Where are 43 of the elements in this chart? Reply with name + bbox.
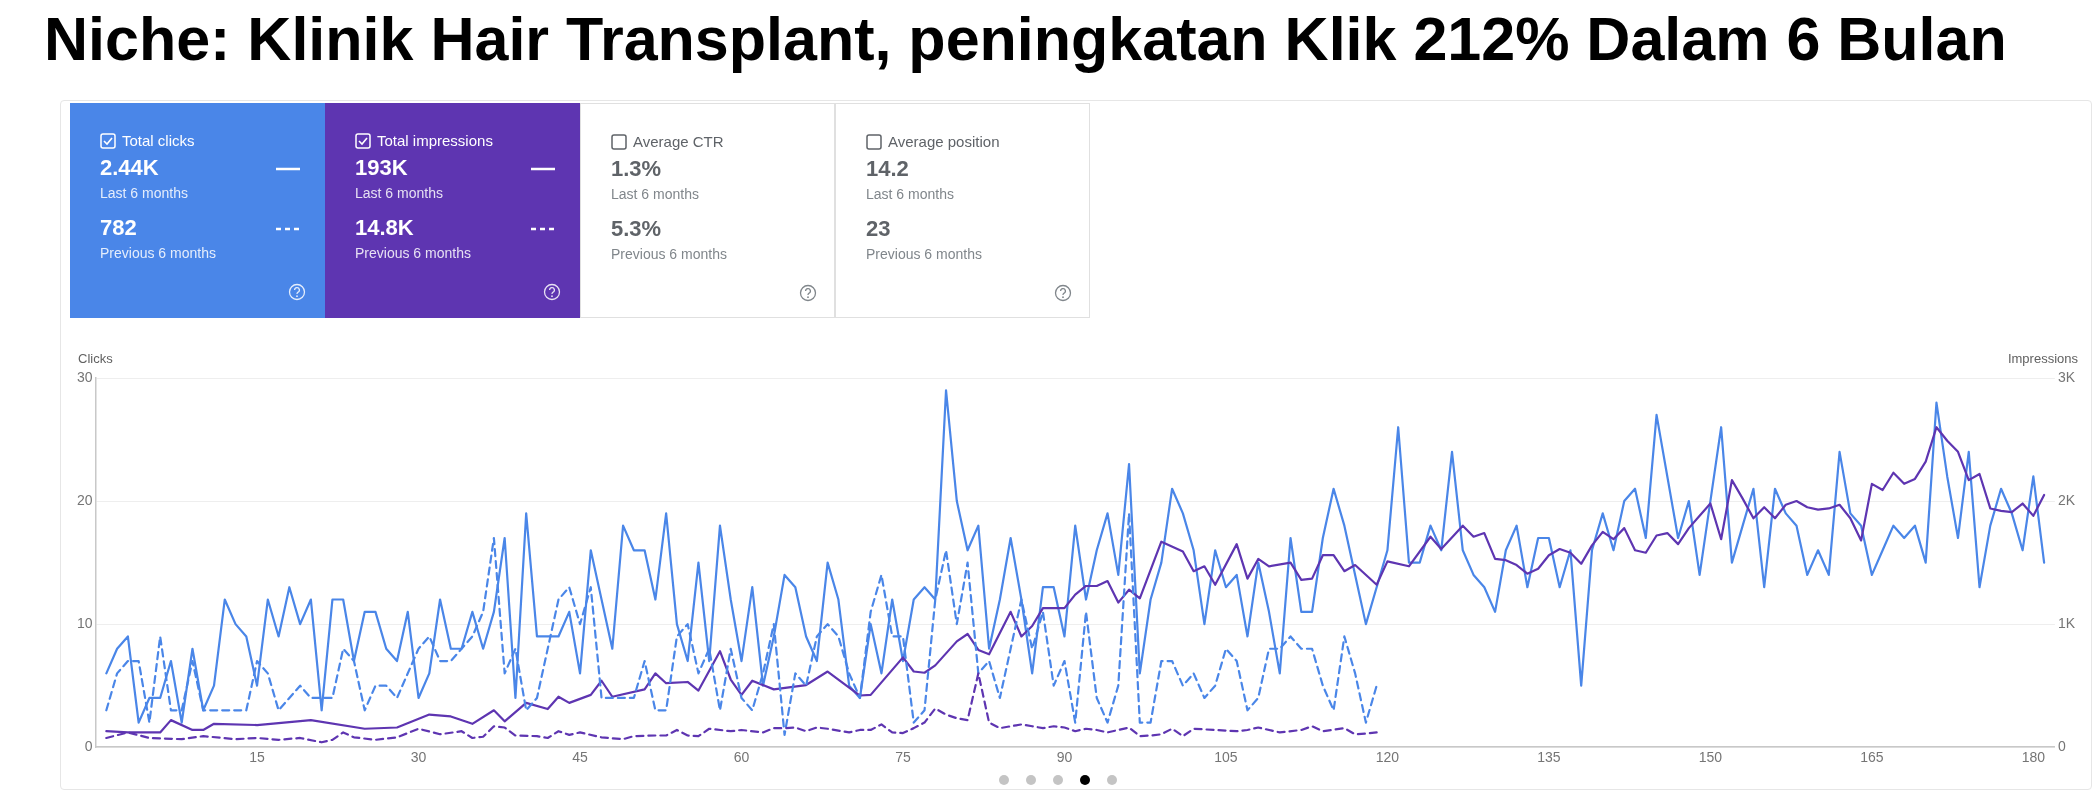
- text: Last 6 months: [866, 186, 954, 202]
- text: Previous 6 months: [355, 245, 471, 261]
- y-axis-title: Clicks: [78, 351, 114, 367]
- text: 5.3%: [611, 216, 662, 242]
- x-tick-label: 135: [1537, 749, 1561, 766]
- text: 1.3%: [611, 156, 662, 182]
- y2-tick-label: 0: [2057, 738, 2066, 755]
- x-tick-label: 45: [572, 749, 589, 766]
- text: Previous 6 months: [866, 246, 982, 262]
- text: Last 6 months: [355, 185, 443, 201]
- x-tick-label: 150: [1698, 749, 1723, 766]
- category-label: Average CTR: [633, 133, 724, 150]
- y-tick-label: 10: [76, 614, 93, 631]
- x-tick-label: 90: [1056, 749, 1073, 766]
- x-tick-label: 120: [1375, 749, 1400, 766]
- x-tick-label: 105: [1214, 749, 1238, 766]
- text: Previous 6 months: [100, 245, 216, 261]
- text: 2.44K: [100, 155, 159, 181]
- x-tick-label: 15: [249, 749, 266, 766]
- text: 193K: [355, 155, 408, 181]
- x-tick-label: 60: [733, 749, 750, 766]
- y2-tick-label: 3K: [2057, 368, 2076, 385]
- text: Niche: Klinik Hair Transplant, peningkatan Klik 212% Dalam 6 Bulan: [44, 4, 2007, 74]
- x-tick-label: 75: [895, 749, 911, 766]
- y2-tick-label: 1K: [2057, 614, 2076, 631]
- x-tick-label: 30: [410, 749, 427, 766]
- x-tick-label: 165: [1860, 749, 1884, 766]
- y-tick-label: 0: [84, 738, 93, 755]
- y-tick-label: 30: [76, 368, 93, 385]
- text: 14.8K: [355, 215, 414, 241]
- text: Last 6 months: [100, 185, 188, 201]
- y2-tick-label: 2K: [2057, 491, 2076, 508]
- y2-axis-title: Impressions: [2007, 351, 2079, 367]
- text: 14.2: [866, 156, 909, 182]
- text: 782: [100, 215, 137, 241]
- x-tick-label: 180: [2021, 749, 2046, 766]
- text: 23: [866, 216, 891, 242]
- category-label: Total impressions: [377, 132, 493, 149]
- category-label: Average position: [888, 133, 1000, 150]
- y-tick-label: 20: [76, 491, 93, 508]
- category-label: Total clicks: [122, 132, 195, 149]
- text: Last 6 months: [611, 186, 699, 202]
- text: Previous 6 months: [611, 246, 727, 262]
